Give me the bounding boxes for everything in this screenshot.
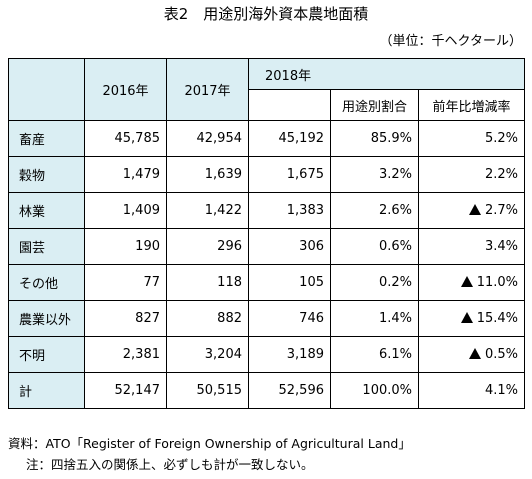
cell-share: 1.4% — [330, 300, 419, 337]
yoy-value: 5.2% — [484, 131, 518, 146]
header-row-years: 2016年 2017年 2018年 — [8, 58, 525, 121]
cell-v2016: 1,479 — [84, 156, 167, 193]
cell-v2016: 52,147 — [84, 372, 167, 409]
row-label: 穀物 — [8, 156, 85, 193]
cell-share: 100.0% — [330, 372, 419, 409]
header-2018: 2018年 — [248, 58, 525, 90]
cell-share: 3.2% — [330, 156, 419, 193]
cell-v2016: 77 — [84, 264, 167, 301]
cell-v2016: 827 — [84, 300, 167, 337]
header-share: 用途別割合 — [330, 89, 419, 121]
unit-label: （単位：千ヘクタール） — [379, 34, 522, 49]
row-label: 園芸 — [8, 228, 85, 265]
cell-v2016: 1,409 — [84, 192, 167, 229]
yoy-value: 15.4% — [476, 311, 518, 326]
cell-v2017: 1,639 — [166, 156, 249, 193]
decrease-triangle-icon — [468, 204, 481, 215]
table-row: 不明 2,381 3,204 3,189 6.1% 0.5% — [8, 336, 525, 373]
cell-yoy: 2.7% — [418, 192, 525, 229]
cell-v2018: 52,596 — [248, 372, 331, 409]
cell-v2018: 45,192 — [248, 120, 331, 157]
row-label: 農業以外 — [8, 300, 85, 337]
decrease-triangle-icon — [460, 276, 473, 287]
table-row: 穀物 1,479 1,639 1,675 3.2% 2.2% — [8, 156, 525, 193]
table-row: 農業以外 827 882 746 1.4% 15.4% — [8, 300, 525, 337]
row-label: その他 — [8, 264, 85, 301]
decrease-triangle-icon — [460, 312, 473, 323]
cell-yoy: 0.5% — [418, 336, 525, 373]
yoy-value: 0.5% — [484, 347, 518, 362]
yoy-value: 3.4% — [484, 239, 518, 254]
table-title: 表2 用途別海外資本農地面積 — [163, 5, 369, 23]
cell-v2017: 3,204 — [166, 336, 249, 373]
header-2017: 2017年 — [166, 58, 249, 121]
yoy-value: 2.2% — [484, 167, 518, 182]
cell-share: 85.9% — [330, 120, 419, 157]
header-2018-value — [248, 89, 331, 121]
cell-v2017: 118 — [166, 264, 249, 301]
cell-share: 0.2% — [330, 264, 419, 301]
yoy-value: 4.1% — [484, 383, 518, 398]
header-yoy: 前年比増減率 — [418, 89, 525, 121]
cell-yoy: 2.2% — [418, 156, 525, 193]
cell-v2016: 2,381 — [84, 336, 167, 373]
footnote: 注：四捨五入の関係上、必ずしも計が一致しない。 — [26, 457, 314, 472]
cell-v2016: 190 — [84, 228, 167, 265]
cell-yoy: 15.4% — [418, 300, 525, 337]
cell-yoy: 11.0% — [418, 264, 525, 301]
cell-v2018: 306 — [248, 228, 331, 265]
cell-v2017: 50,515 — [166, 372, 249, 409]
cell-v2016: 45,785 — [84, 120, 167, 157]
source-note: 資料：ATO「Register of Foreign Ownership of … — [8, 436, 411, 451]
decrease-triangle-icon — [468, 348, 481, 359]
cell-yoy: 5.2% — [418, 120, 525, 157]
cell-share: 2.6% — [330, 192, 419, 229]
row-label: 計 — [8, 372, 85, 409]
cell-v2017: 296 — [166, 228, 249, 265]
cell-v2017: 882 — [166, 300, 249, 337]
cell-v2018: 3,189 — [248, 336, 331, 373]
table-row: その他 77 118 105 0.2% 11.0% — [8, 264, 525, 301]
farmland-table: 2016年 2017年 2018年 用途別割合 前年比増減率 畜産 45,785 4… — [8, 58, 525, 409]
cell-v2018: 105 — [248, 264, 331, 301]
cell-yoy: 3.4% — [418, 228, 525, 265]
cell-v2017: 42,954 — [166, 120, 249, 157]
row-label: 林業 — [8, 192, 85, 229]
yoy-value: 11.0% — [476, 275, 518, 290]
cell-v2018: 1,675 — [248, 156, 331, 193]
table-row: 園芸 190 296 306 0.6% 3.4% — [8, 228, 525, 265]
cell-share: 6.1% — [330, 336, 419, 373]
cell-yoy: 4.1% — [418, 372, 525, 409]
cell-v2018: 746 — [248, 300, 331, 337]
table-row: 畜産 45,785 42,954 45,192 85.9% 5.2% — [8, 120, 525, 157]
cell-v2018: 1,383 — [248, 192, 331, 229]
table-row: 計 52,147 50,515 52,596 100.0% 4.1% — [8, 372, 525, 409]
table-row: 林業 1,409 1,422 1,383 2.6% 2.7% — [8, 192, 525, 229]
row-label: 畜産 — [8, 120, 85, 157]
header-corner — [8, 58, 85, 121]
cell-share: 0.6% — [330, 228, 419, 265]
header-2016: 2016年 — [84, 58, 167, 121]
yoy-value: 2.7% — [484, 203, 518, 218]
table-body: 畜産 45,785 42,954 45,192 85.9% 5.2% 穀物 1,479 1,63… — [8, 120, 525, 409]
row-label: 不明 — [8, 336, 85, 373]
cell-v2017: 1,422 — [166, 192, 249, 229]
